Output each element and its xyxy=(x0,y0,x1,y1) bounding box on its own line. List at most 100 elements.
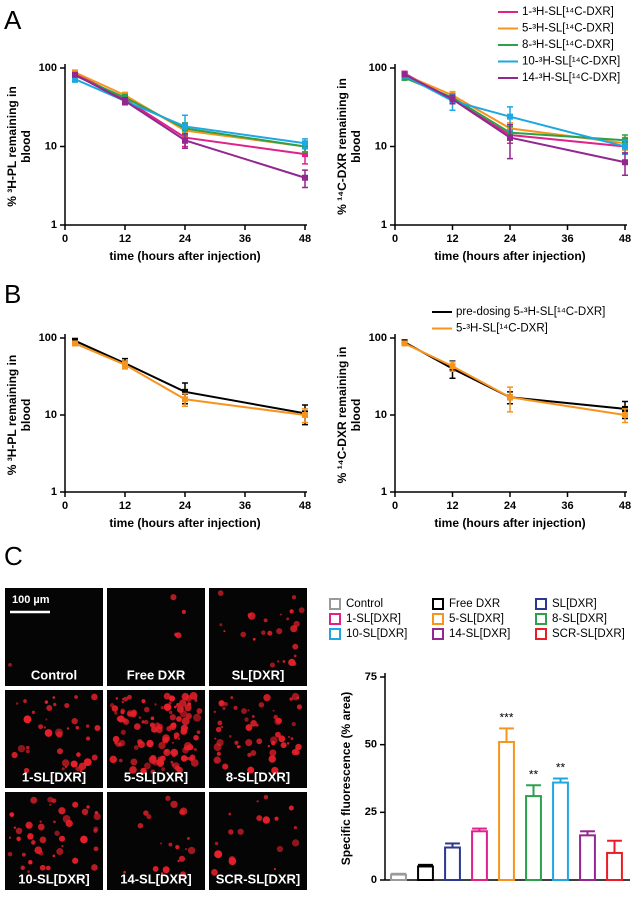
cell-signal xyxy=(177,859,180,863)
cell-signal xyxy=(168,701,172,705)
cell-signal xyxy=(250,719,257,727)
cell-signal xyxy=(247,752,252,758)
cell-signal xyxy=(8,836,12,839)
cell-signal xyxy=(150,716,155,721)
data-point xyxy=(622,143,628,150)
cell-signal xyxy=(223,630,226,633)
image-label: 10-SL[DXR] xyxy=(18,871,90,886)
cell-signal xyxy=(123,696,129,702)
cell-signal xyxy=(291,749,298,756)
cell-signal xyxy=(223,701,229,707)
cell-signal xyxy=(286,617,290,621)
cell-signal xyxy=(216,751,221,756)
cell-signal xyxy=(37,823,45,831)
cell-signal xyxy=(115,742,121,747)
legend-label: 8-SL[DXR] xyxy=(552,613,607,625)
series-line xyxy=(404,74,626,148)
cell-signal xyxy=(16,836,21,842)
cell-signal xyxy=(222,706,226,711)
cell-signal xyxy=(31,840,36,845)
cell-signal xyxy=(56,748,63,755)
cell-signal xyxy=(174,765,181,771)
cell-signal xyxy=(20,865,25,870)
x-tick-label: 36 xyxy=(561,233,573,245)
y-tick-label: 10 xyxy=(375,409,387,421)
cell-signal xyxy=(27,833,34,840)
cell-signal xyxy=(17,744,26,753)
data-point xyxy=(182,123,188,130)
cell-signal xyxy=(161,767,166,772)
y-axis-label: % ³H-PL remaining in xyxy=(5,355,19,475)
legend-swatch xyxy=(329,628,341,640)
cell-signal xyxy=(27,870,30,873)
cell-signal xyxy=(170,760,174,764)
series-line xyxy=(404,72,626,148)
bar xyxy=(498,740,515,882)
cell-signal xyxy=(176,706,184,713)
cell-signal xyxy=(182,746,189,754)
legend-label: 8-³H-SL[¹⁴C-DXR] xyxy=(522,39,614,51)
cell-signal xyxy=(133,745,139,751)
cell-signal xyxy=(213,756,221,764)
y-tick-label: 10 xyxy=(45,140,57,152)
cell-signal xyxy=(217,590,224,596)
legend-label: 10-SL[DXR] xyxy=(346,628,407,640)
cell-signal xyxy=(216,738,224,747)
micrograph xyxy=(107,588,205,686)
data-point xyxy=(302,174,308,181)
cell-signal xyxy=(180,871,186,877)
y-tick-label: 100 xyxy=(39,62,57,74)
image-label: 1-SL[DXR] xyxy=(22,769,86,784)
series-line xyxy=(404,73,626,164)
legend-label: SL[DXR] xyxy=(552,598,597,610)
bar xyxy=(390,873,407,882)
cell-signal xyxy=(230,696,234,699)
y-tick-label: 100 xyxy=(39,332,57,344)
cell-signal xyxy=(85,724,90,728)
cell-signal xyxy=(8,662,12,667)
cell-signal xyxy=(168,842,173,847)
cell-signal xyxy=(217,720,223,726)
x-tick-label: 48 xyxy=(299,500,311,512)
cell-signal xyxy=(238,745,241,748)
cell-signal xyxy=(178,855,186,862)
legend-label: 5-³H-SL[¹⁴C-DXR] xyxy=(522,23,614,35)
cell-signal xyxy=(295,743,302,751)
cell-signal xyxy=(267,630,273,636)
cell-signal xyxy=(213,710,216,713)
cell-signal xyxy=(72,801,79,808)
cell-signal xyxy=(193,734,199,741)
cell-signal xyxy=(228,829,234,835)
series-line xyxy=(74,73,306,179)
cell-signal xyxy=(275,731,281,738)
cell-signal xyxy=(61,767,65,771)
cell-signal xyxy=(163,692,171,700)
scale-bar-label: 100 µm xyxy=(12,594,50,606)
cell-signal xyxy=(86,736,91,741)
cell-signal xyxy=(268,755,277,763)
cell-signal xyxy=(66,727,70,730)
bar xyxy=(552,781,569,881)
cell-signal xyxy=(25,821,33,829)
bar xyxy=(417,865,434,882)
cell-signal xyxy=(114,711,118,715)
cell-signal xyxy=(158,741,166,750)
x-tick-label: 36 xyxy=(561,500,573,512)
cell-signal xyxy=(58,835,66,842)
cell-signal xyxy=(193,748,197,752)
cell-signal xyxy=(156,758,164,766)
cell-signal xyxy=(245,739,253,747)
cell-signal xyxy=(44,729,53,737)
cell-signal xyxy=(15,702,19,705)
micrograph xyxy=(5,588,103,686)
legend-label: 10-³H-SL[¹⁴C-DXR] xyxy=(522,56,620,68)
x-tick-label: 24 xyxy=(179,500,192,512)
cell-signal xyxy=(252,637,256,641)
image-label: Control xyxy=(31,667,77,682)
cell-signal xyxy=(256,800,259,803)
x-axis-label: time (hours after injection) xyxy=(109,249,260,263)
cell-signal xyxy=(39,836,47,844)
cell-signal xyxy=(267,745,270,748)
image-label: SCR-SL[DXR] xyxy=(216,871,301,886)
cell-signal xyxy=(111,705,119,712)
